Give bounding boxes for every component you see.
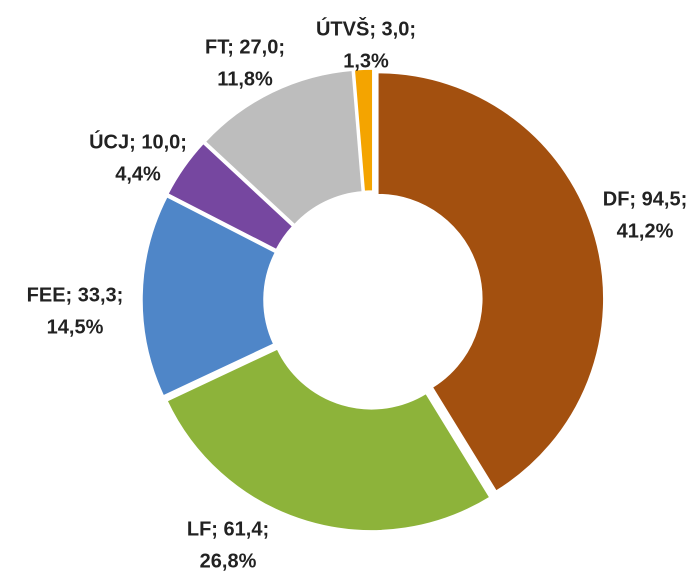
percent-label: 41,2% [617, 220, 674, 242]
data-label: DF; 94,5; [603, 188, 687, 210]
percent-label: 26,8% [200, 550, 257, 572]
percent-label: 14,5% [47, 316, 104, 338]
donut-slice [166, 142, 294, 251]
data-label: ÚTVŠ; 3,0; [316, 16, 416, 40]
donut-slice [165, 347, 491, 532]
percent-label: 11,8% [217, 68, 273, 90]
donut-slice [141, 195, 277, 397]
data-label: LF; 61,4; [187, 518, 269, 540]
percent-label: 1,3% [343, 50, 389, 72]
percent-label: 4,4% [115, 163, 161, 185]
data-label: FEE; 33,3; [27, 284, 124, 306]
donut-slice [353, 68, 374, 193]
data-label: ÚCJ; 10,0; [89, 129, 187, 153]
donut-slice [204, 69, 364, 226]
donut-slice [377, 71, 605, 493]
data-label: FT; 27,0; [205, 36, 285, 58]
